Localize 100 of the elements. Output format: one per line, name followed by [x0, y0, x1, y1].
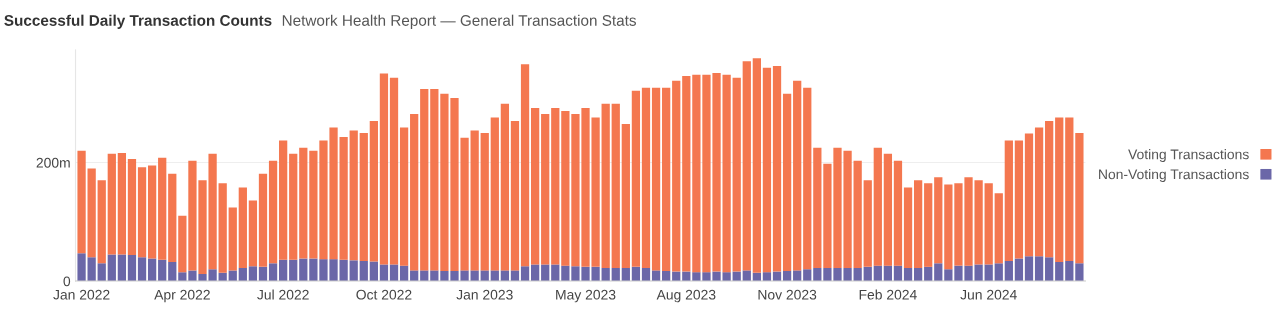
bar	[87, 168, 96, 258]
bar	[1055, 117, 1064, 263]
bar	[1075, 263, 1084, 282]
bar	[772, 65, 782, 272]
bar	[147, 258, 157, 282]
bar	[349, 260, 358, 282]
bar	[611, 103, 620, 269]
bar	[924, 183, 933, 267]
bar	[470, 270, 479, 282]
bar	[510, 121, 520, 271]
bar	[732, 77, 741, 272]
bar	[1004, 260, 1013, 282]
bar	[541, 113, 550, 265]
bar	[1065, 260, 1074, 282]
legend-label: Voting Transactions	[1128, 149, 1249, 163]
bar	[1055, 262, 1064, 282]
chart-title: Successful Daily Transaction Counts	[4, 14, 272, 29]
bar	[349, 130, 358, 261]
bar	[1014, 140, 1024, 259]
bar	[107, 153, 116, 255]
bar	[621, 124, 630, 269]
bar	[944, 269, 953, 282]
bar	[379, 264, 389, 282]
bar	[1034, 256, 1044, 282]
bar	[1075, 132, 1084, 264]
bar	[782, 93, 792, 271]
bar	[420, 89, 429, 271]
bar	[399, 127, 409, 266]
y-tick-label: 200m	[36, 157, 70, 168]
bar	[934, 177, 943, 264]
bar	[994, 193, 1003, 264]
x-tick-label: Feb 2024	[859, 289, 917, 300]
bar	[470, 130, 479, 271]
bar	[238, 187, 247, 269]
x-tick-label: Nov 2023	[758, 289, 817, 300]
bar	[218, 183, 227, 273]
bar	[389, 264, 399, 282]
y-tick-label: 0	[63, 276, 71, 287]
bar	[258, 173, 268, 267]
bar	[934, 263, 943, 282]
bar	[279, 140, 288, 260]
bar	[752, 58, 761, 273]
bar	[359, 260, 368, 282]
bar	[1065, 117, 1074, 261]
bar	[793, 80, 802, 271]
bar	[168, 262, 177, 282]
bar	[853, 160, 862, 269]
bar	[994, 263, 1003, 282]
bar	[641, 87, 651, 269]
bar	[651, 87, 661, 271]
bar	[672, 80, 681, 272]
bar	[601, 103, 610, 269]
bar	[228, 270, 237, 282]
bar	[268, 160, 278, 264]
x-tick-label: Aug 2023	[656, 289, 716, 303]
bar	[299, 258, 308, 282]
bar	[651, 270, 661, 282]
bar	[480, 270, 489, 282]
x-tick-label: Jan 2022	[53, 289, 110, 300]
bar	[520, 266, 530, 282]
bar	[984, 264, 993, 282]
bar	[631, 90, 641, 267]
bar	[410, 113, 419, 271]
bar	[389, 77, 399, 265]
bar	[228, 207, 237, 271]
bar	[903, 187, 913, 269]
bar	[379, 73, 389, 265]
bar	[158, 157, 167, 260]
bar	[178, 215, 187, 273]
bar	[87, 257, 96, 282]
bar	[803, 269, 812, 282]
bar	[1045, 121, 1054, 258]
bar	[561, 110, 570, 266]
legend-label: Non-Voting Transactions	[1099, 169, 1249, 182]
bar	[97, 180, 106, 264]
bar	[490, 270, 499, 282]
bar	[1014, 258, 1024, 282]
bar	[793, 270, 802, 282]
bar	[813, 147, 822, 269]
bar	[127, 158, 137, 255]
bar	[147, 165, 157, 259]
bar	[299, 147, 308, 259]
bar	[530, 108, 540, 265]
bar	[248, 200, 258, 267]
bar	[77, 150, 86, 254]
bar	[944, 184, 953, 270]
bar	[984, 183, 993, 265]
bar	[490, 117, 499, 271]
bar	[530, 264, 540, 282]
x-tick-label: Jul 2022	[257, 289, 309, 300]
bar	[97, 263, 106, 282]
bar	[158, 259, 167, 282]
bar	[883, 153, 893, 266]
bar	[359, 132, 368, 261]
bar	[268, 263, 278, 282]
bar	[1024, 256, 1034, 282]
bar	[127, 254, 137, 282]
bar	[430, 89, 439, 271]
bar	[551, 108, 560, 265]
bar	[289, 153, 298, 260]
